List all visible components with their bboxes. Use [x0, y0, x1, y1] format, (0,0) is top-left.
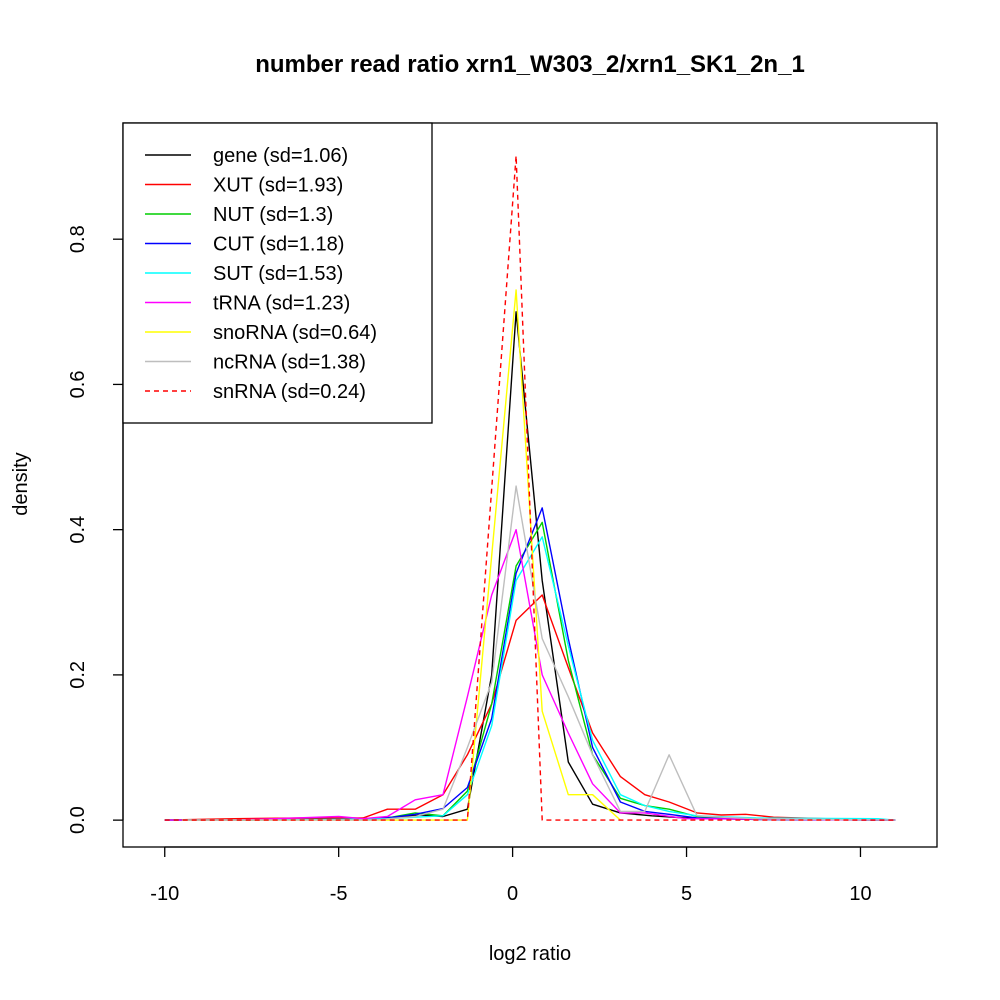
series-line-4: [164, 536, 896, 821]
x-tick-label: 10: [849, 883, 871, 905]
legend: gene (sd=1.06) XUT (sd=1.93) NUT (sd=1.3) C…: [122, 122, 433, 424]
legend-label-2: NUT (sd=1.3): [213, 204, 333, 226]
legend-label-0: gene (sd=1.06): [213, 145, 348, 167]
y-tick-label: 0.0: [67, 806, 89, 834]
x-tick-label: -10: [150, 883, 179, 905]
x-tick-label: -5: [330, 883, 348, 905]
series-line-6: [182, 289, 621, 821]
y-tick-label: 0.6: [67, 371, 89, 399]
legend-label-1: XUT (sd=1.93): [213, 175, 343, 197]
series-layer: [164, 154, 896, 821]
y-axis-label: density: [10, 452, 32, 515]
series-line-5: [164, 529, 896, 821]
chart-title: number read ratio xrn1_W303_2/xrn1_SK1_2…: [255, 51, 805, 78]
series-line-8: [164, 154, 896, 821]
x-tick-label: 5: [681, 883, 692, 905]
series-line-3: [164, 507, 896, 821]
x-axis-label: log2 ratio: [489, 943, 571, 965]
x-tick-label: 0: [507, 883, 518, 905]
legend-label-4: SUT (sd=1.53): [213, 263, 343, 285]
y-tick-label: 0.8: [67, 225, 89, 253]
legend-label-5: tRNA (sd=1.23): [213, 293, 350, 315]
series-line-1: [164, 594, 896, 821]
legend-label-6: snoRNA (sd=0.64): [213, 322, 377, 344]
legend-label-3: CUT (sd=1.18): [213, 234, 344, 256]
series-line-7: [182, 485, 896, 821]
y-tick-label: 0.2: [67, 661, 89, 689]
y-axis: 0.0 0.2 0.4 0.6 0.8: [67, 225, 124, 834]
legend-label-8: snRNA (sd=0.24): [213, 381, 366, 403]
legend-label-7: ncRNA (sd=1.38): [213, 352, 366, 374]
y-tick-label: 0.4: [67, 516, 89, 544]
x-axis: -10 -5 0 5 10: [150, 846, 872, 905]
